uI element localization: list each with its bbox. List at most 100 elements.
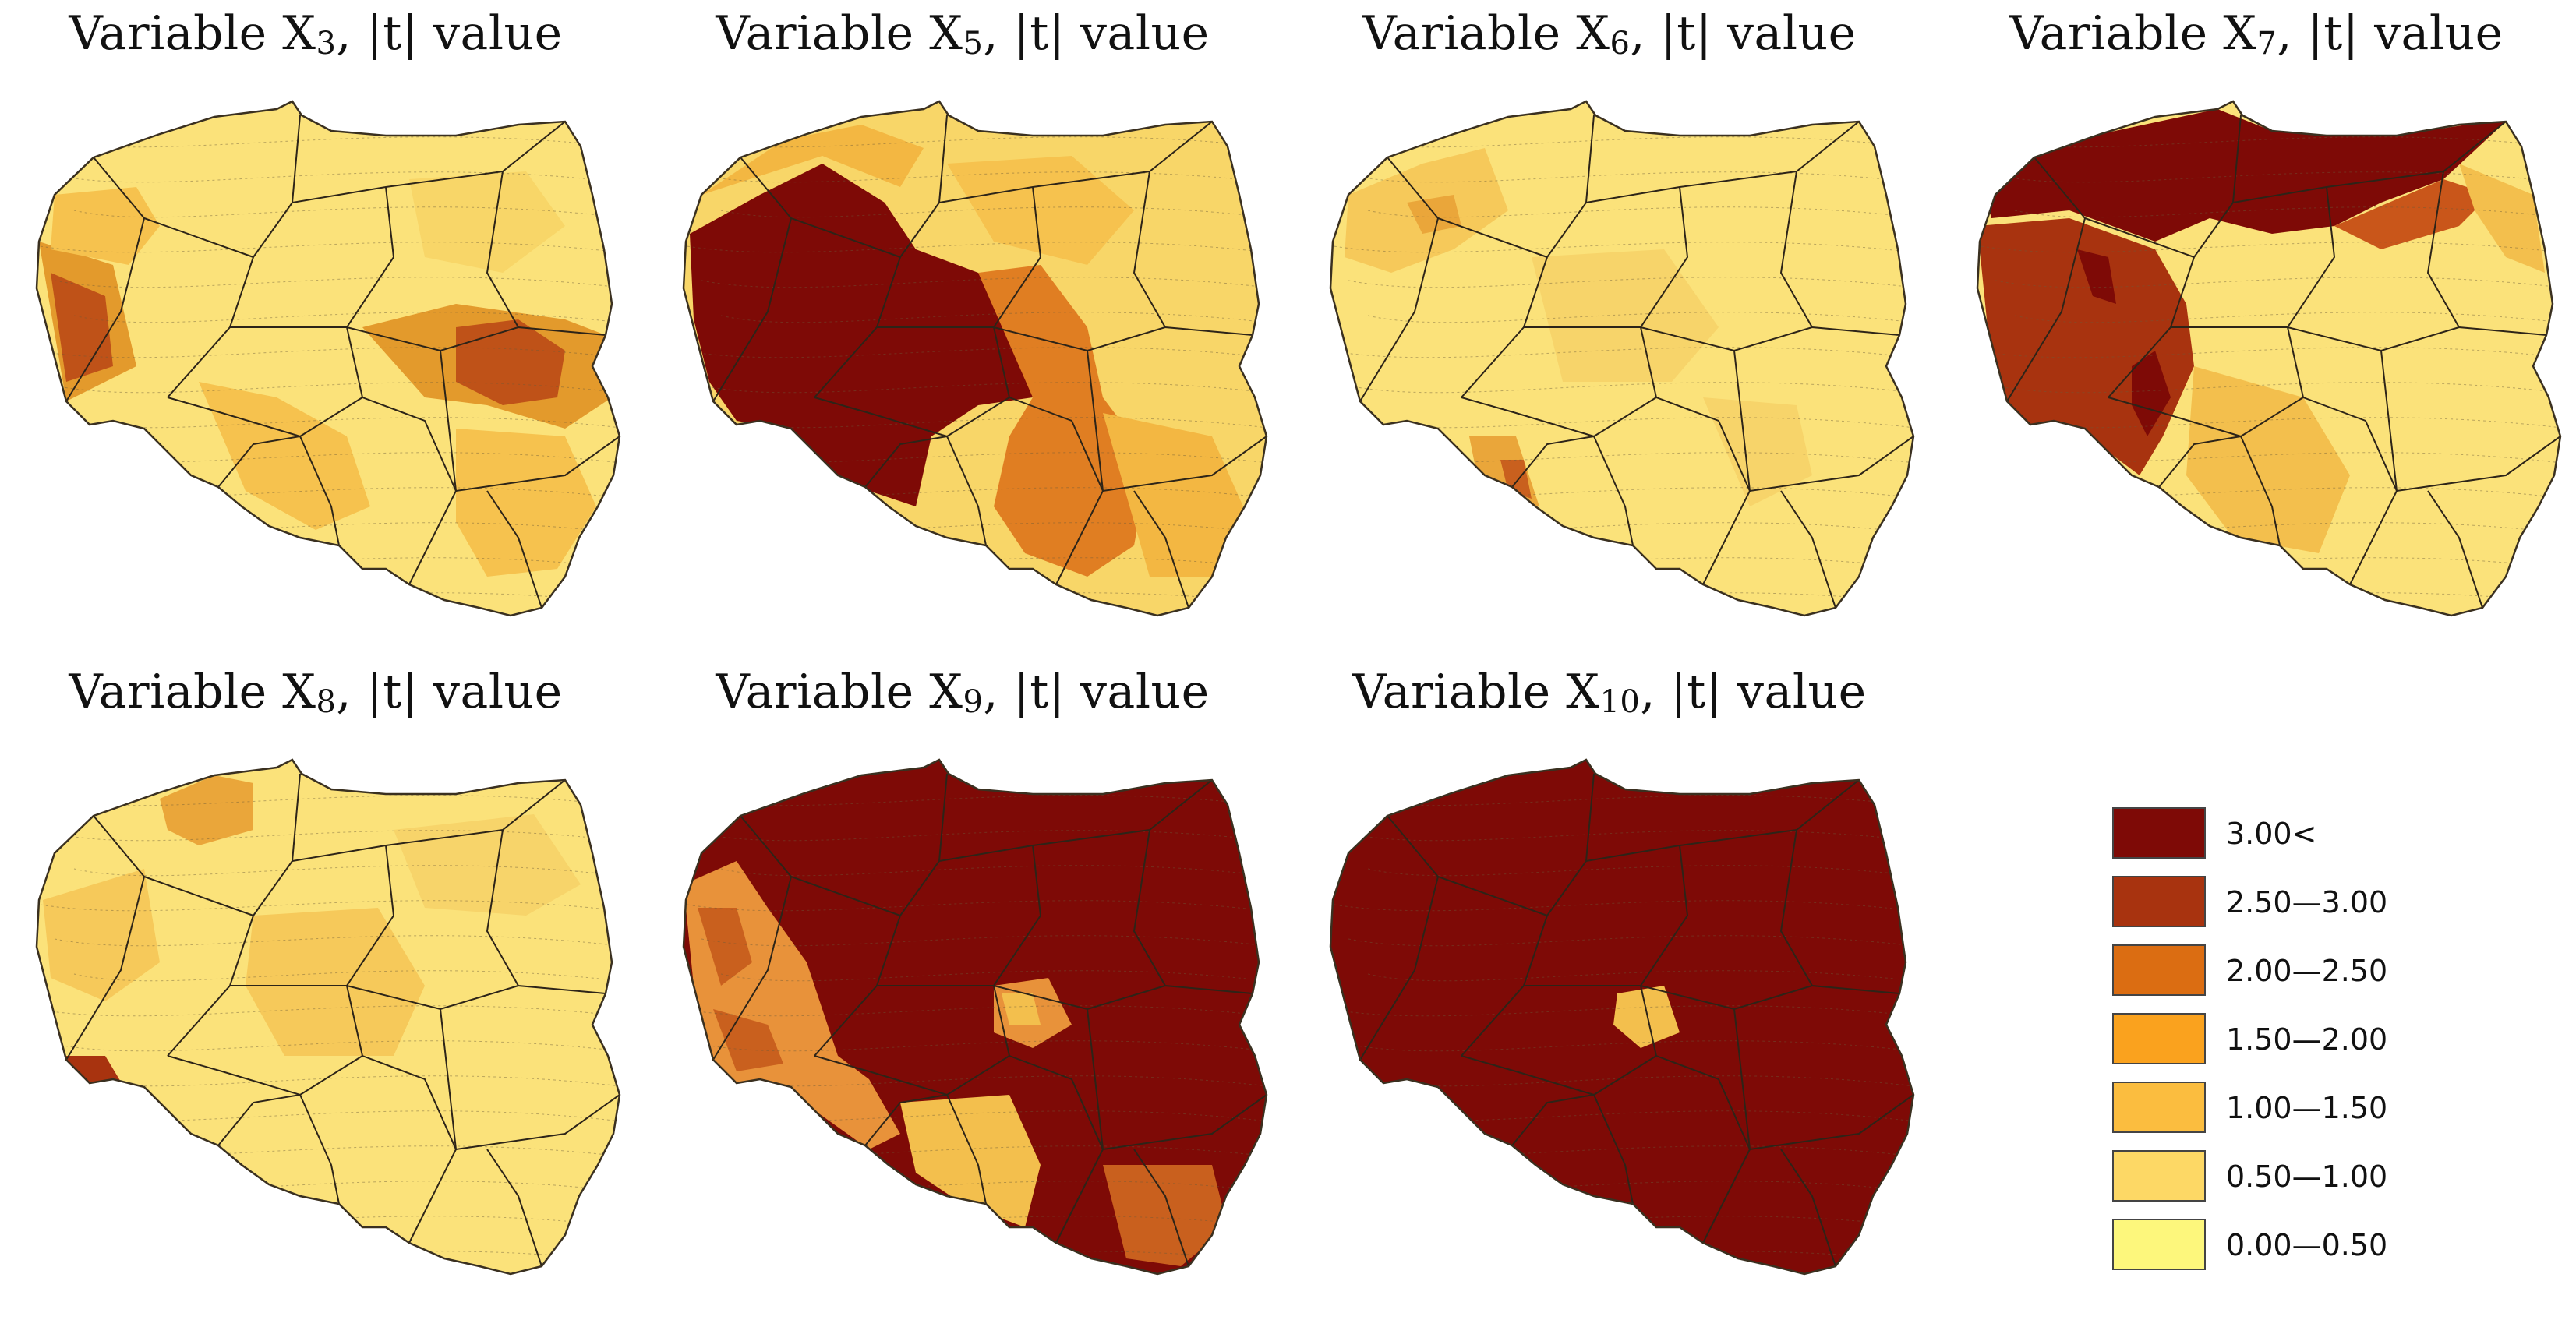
map-panel-x6: Variable X6, |t| value (1302, 0, 1917, 647)
map-title: Variable X6, |t| value (1362, 6, 1857, 62)
region-fill (978, 265, 1150, 577)
province-border (1524, 326, 1813, 352)
region-fill (1703, 397, 1812, 506)
map-panel-x3: Variable X3, |t| value (8, 0, 624, 647)
province-border (1779, 171, 1900, 336)
province-border (1133, 490, 1189, 609)
region-fill (1103, 1165, 1228, 1266)
province-border (1359, 217, 1439, 402)
province-border (712, 217, 792, 402)
district-line (720, 865, 1267, 877)
province-border (440, 1008, 620, 1151)
province-border (1461, 397, 1657, 438)
province-border (992, 845, 1042, 1057)
region-fill (2459, 164, 2545, 273)
poland-choropleth-map (682, 100, 1268, 617)
poland-choropleth-map (682, 758, 1268, 1276)
district-line (684, 136, 1267, 149)
district-line (684, 1110, 1267, 1123)
legend-item: 0.50—1.00 (2112, 1150, 2479, 1202)
region-fill (1103, 413, 1243, 577)
legend-label: 1.00—1.50 (2226, 1091, 2388, 1125)
region-fill (2186, 366, 2350, 553)
map-panel-x9: Variable X9, |t| value (655, 658, 1270, 1305)
poland-choropleth-map (1329, 758, 1915, 1276)
province-border (299, 1094, 340, 1205)
province-border (1780, 1149, 1836, 1267)
country-outline (35, 100, 621, 617)
province-border (440, 350, 620, 492)
map-panel-x7: Variable X7, |t| value (1949, 0, 2564, 647)
province-border (712, 876, 792, 1061)
legend-swatch (2112, 1150, 2206, 1202)
region-fill (456, 319, 565, 405)
province-border (946, 1094, 987, 1205)
legend-swatch (2112, 944, 2206, 996)
country-outline (682, 100, 1268, 617)
province-border (299, 436, 340, 546)
province-border (1780, 490, 1836, 609)
province-border (217, 436, 301, 488)
legend-label: 2.50—3.00 (2226, 885, 2388, 919)
province-border (217, 1094, 301, 1146)
legend-label: 3.00< (2226, 817, 2317, 851)
province-border (1009, 397, 1104, 585)
province-border (1593, 1094, 1634, 1205)
province-border (2171, 326, 2460, 352)
district-line (73, 970, 620, 983)
province-border (486, 829, 606, 994)
province-border (345, 186, 395, 398)
district-line (1348, 830, 1913, 842)
country-fill (684, 760, 1267, 1274)
country-outline (1976, 100, 2562, 617)
legend-item: 3.00< (2112, 807, 2479, 859)
legend: 3.00< 2.50—3.00 2.00—2.50 1.50—2.00 1.00… (2112, 807, 2479, 1275)
province-border (1733, 350, 1913, 492)
map-panel-x10: Variable X10, |t| value (1302, 658, 1917, 1305)
legend-label: 0.00—0.50 (2226, 1228, 2388, 1262)
district-line (37, 347, 620, 359)
district-line (1330, 795, 1913, 807)
district-line (701, 171, 1267, 184)
province-border (1087, 350, 1267, 492)
district-line (1348, 382, 1913, 394)
province-border (2380, 350, 2560, 492)
region-fill (2132, 351, 2171, 436)
province-border (1524, 985, 1813, 1011)
district-line (54, 830, 620, 842)
legend-item: 1.50—2.00 (2112, 1013, 2479, 1064)
district-line (54, 171, 620, 184)
district-line (720, 206, 1267, 219)
district-line (1995, 171, 2560, 184)
region-fill (409, 171, 565, 273)
province-border (2108, 397, 2304, 438)
region-fill (698, 908, 752, 986)
province-border (167, 397, 363, 438)
legend-item: 0.00—0.50 (2112, 1219, 2479, 1270)
district-line (701, 935, 1267, 948)
district-line (37, 136, 620, 149)
district-line (37, 1110, 620, 1123)
province-border (362, 1055, 458, 1244)
country-outline (1329, 758, 1915, 1276)
province-border (864, 436, 948, 488)
province-border (814, 1055, 1010, 1096)
district-line (37, 795, 620, 807)
district-line (701, 277, 1267, 289)
province-border (362, 397, 458, 585)
province-border (1511, 1094, 1595, 1146)
region-fill (2334, 179, 2490, 249)
district-line (1348, 277, 1913, 289)
country-outline (1329, 100, 1915, 617)
province-border (1461, 1055, 1657, 1096)
legend-swatch (2112, 1082, 2206, 1133)
district-line (1330, 242, 1913, 254)
district-line (54, 277, 620, 289)
map-panel-x8: Variable X8, |t| value (8, 658, 624, 1305)
district-line (1348, 171, 1913, 184)
district-line (701, 382, 1267, 394)
map-panel-x5: Variable X5, |t| value (655, 0, 1270, 647)
province-border (1511, 436, 1595, 488)
district-line (37, 242, 620, 254)
province-border (2302, 397, 2398, 585)
